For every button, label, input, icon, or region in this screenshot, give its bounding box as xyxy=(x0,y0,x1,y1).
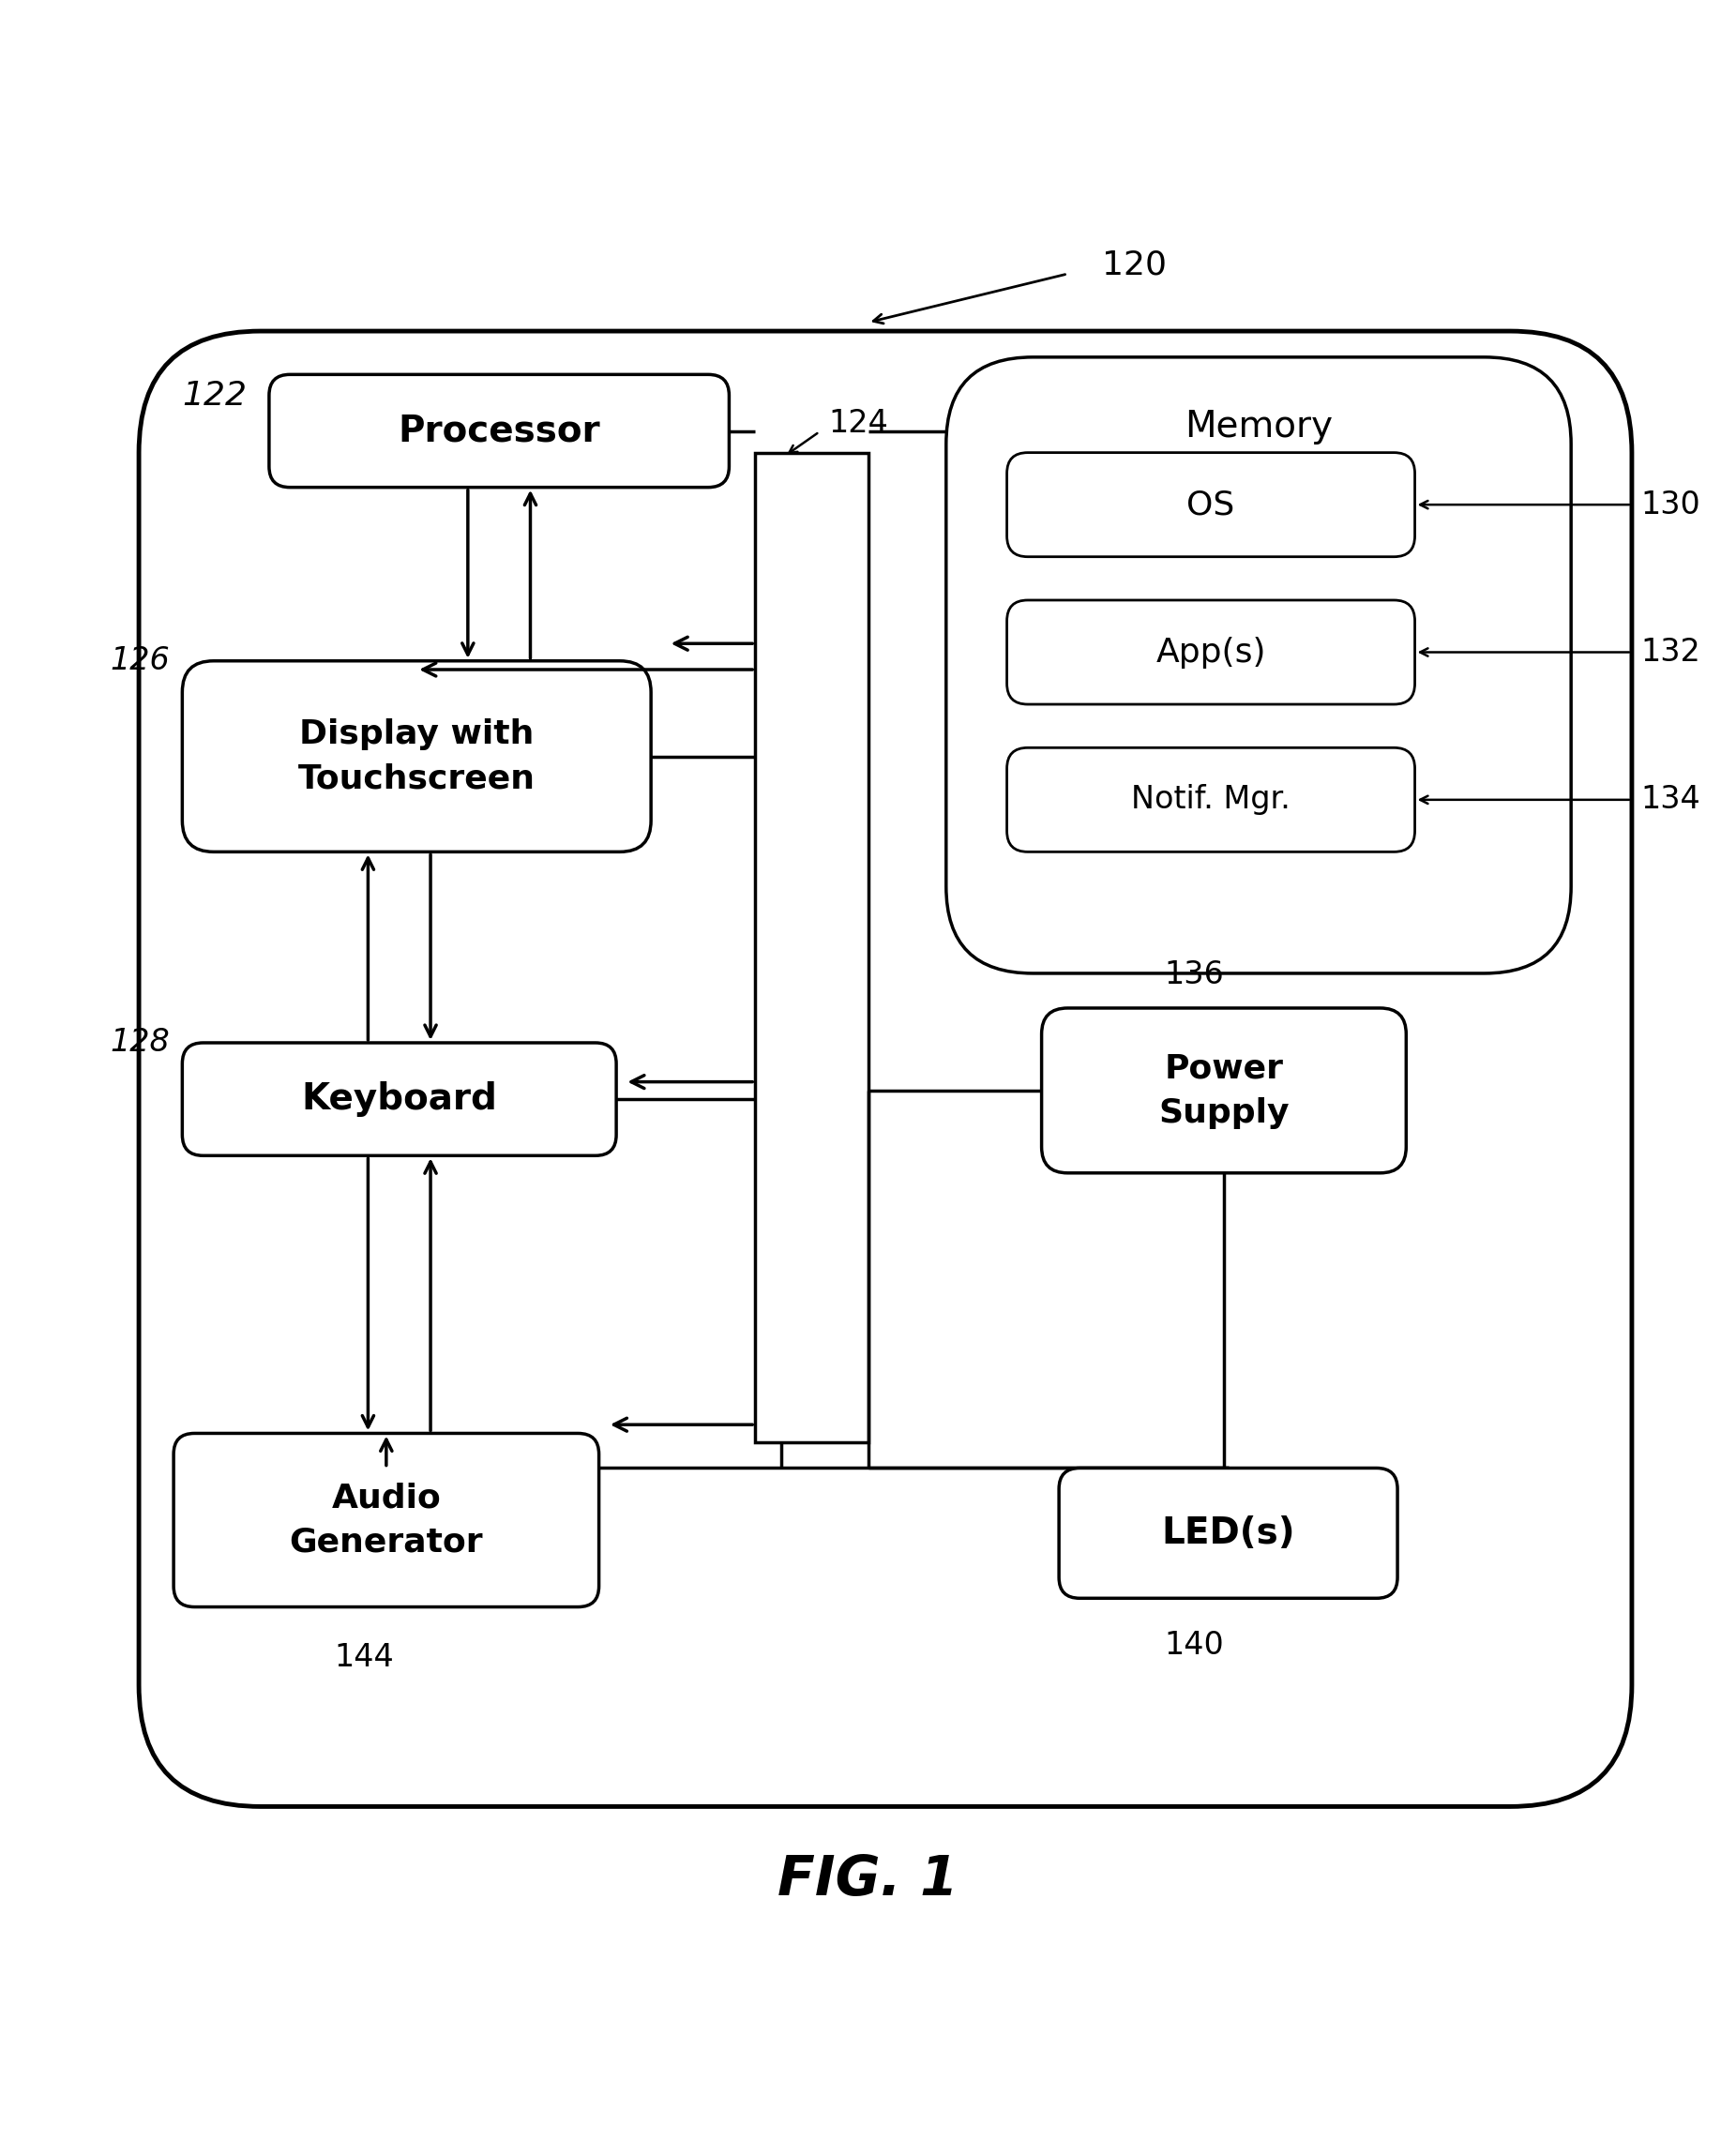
FancyBboxPatch shape xyxy=(139,332,1632,1806)
Text: Display with
Touchscreen: Display with Touchscreen xyxy=(299,718,535,795)
Text: 136: 136 xyxy=(1165,959,1224,991)
FancyBboxPatch shape xyxy=(1007,453,1415,556)
Text: 132: 132 xyxy=(1641,636,1701,668)
FancyBboxPatch shape xyxy=(1007,748,1415,851)
Text: 144: 144 xyxy=(335,1642,394,1672)
Text: 126: 126 xyxy=(111,646,170,677)
FancyBboxPatch shape xyxy=(269,375,729,487)
Text: App(s): App(s) xyxy=(1156,636,1266,668)
Text: 120: 120 xyxy=(1102,250,1167,280)
Text: Notif. Mgr.: Notif. Mgr. xyxy=(1132,784,1290,815)
Text: 122: 122 xyxy=(182,379,247,412)
Text: Memory: Memory xyxy=(1184,409,1333,444)
Text: Power
Supply: Power Supply xyxy=(1158,1052,1290,1129)
Text: Audio
Generator: Audio Generator xyxy=(290,1483,483,1558)
Text: 130: 130 xyxy=(1641,489,1700,519)
Text: OS: OS xyxy=(1187,489,1234,522)
Bar xyxy=(755,453,868,1442)
FancyBboxPatch shape xyxy=(1059,1468,1397,1599)
Text: Processor: Processor xyxy=(398,414,601,448)
FancyBboxPatch shape xyxy=(946,358,1571,974)
Text: 128: 128 xyxy=(111,1028,170,1058)
FancyBboxPatch shape xyxy=(182,1043,616,1155)
Text: LED(s): LED(s) xyxy=(1161,1515,1295,1552)
FancyBboxPatch shape xyxy=(1042,1009,1406,1172)
Text: FIG. 1: FIG. 1 xyxy=(778,1853,958,1907)
FancyBboxPatch shape xyxy=(174,1433,599,1608)
FancyBboxPatch shape xyxy=(182,662,651,851)
Text: Keyboard: Keyboard xyxy=(302,1082,496,1116)
Text: 134: 134 xyxy=(1641,784,1700,815)
FancyBboxPatch shape xyxy=(1007,599,1415,705)
Text: 124: 124 xyxy=(828,407,889,440)
Text: 140: 140 xyxy=(1165,1629,1224,1662)
